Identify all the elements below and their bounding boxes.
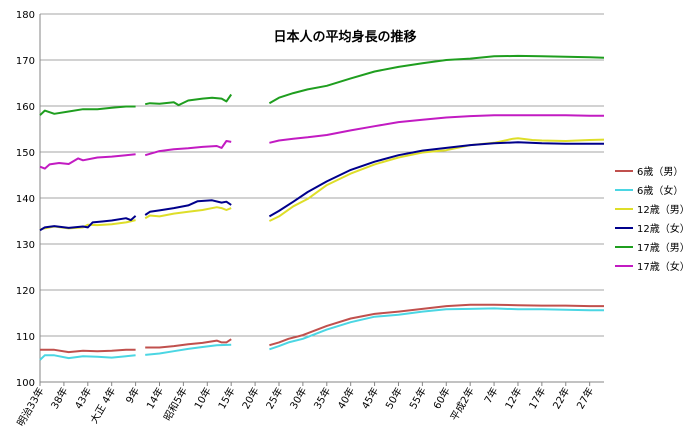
series-line [269,114,604,144]
legend-label: 12歳（男） [637,204,690,216]
legend-label: 6歳（女） [637,184,683,197]
y-tick-label: 160 [16,102,35,113]
series-line [268,137,605,222]
legend-label: 17歳（男） [637,242,690,254]
series-line [39,354,136,361]
series-line [145,338,232,349]
y-tick-label: 110 [16,332,35,343]
chart-title: 日本人の平均身長の推移 [273,29,416,45]
series-line [144,140,232,157]
series-layer [39,54,605,361]
series-line [144,206,232,220]
y-tick-label: 170 [16,56,35,67]
series-line [39,215,137,232]
series-line [39,153,136,170]
y-tick-label: 130 [16,240,35,251]
y-tick-label: 120 [16,286,35,297]
legend-label: 12歳（女） [637,222,690,235]
series-line [269,307,604,351]
series-line [144,199,232,216]
series-line [39,105,136,116]
series-line [268,141,604,218]
legend-label: 6歳（男） [637,166,683,178]
series-line [268,54,605,105]
y-tick-label: 140 [16,194,35,205]
legend-label: 17歳（女） [637,260,690,273]
series-line [269,303,604,347]
legend: 6歳（男） 6歳（女） 12歳（男） 12歳（女） 17歳（男） 17歳（女） [615,166,690,273]
series-line [145,343,232,356]
series-line [144,93,233,107]
y-tick-label: 150 [16,148,35,159]
y-tick-label: 100 [16,378,35,389]
y-tick-label: 180 [16,10,35,21]
series-line [40,348,136,354]
